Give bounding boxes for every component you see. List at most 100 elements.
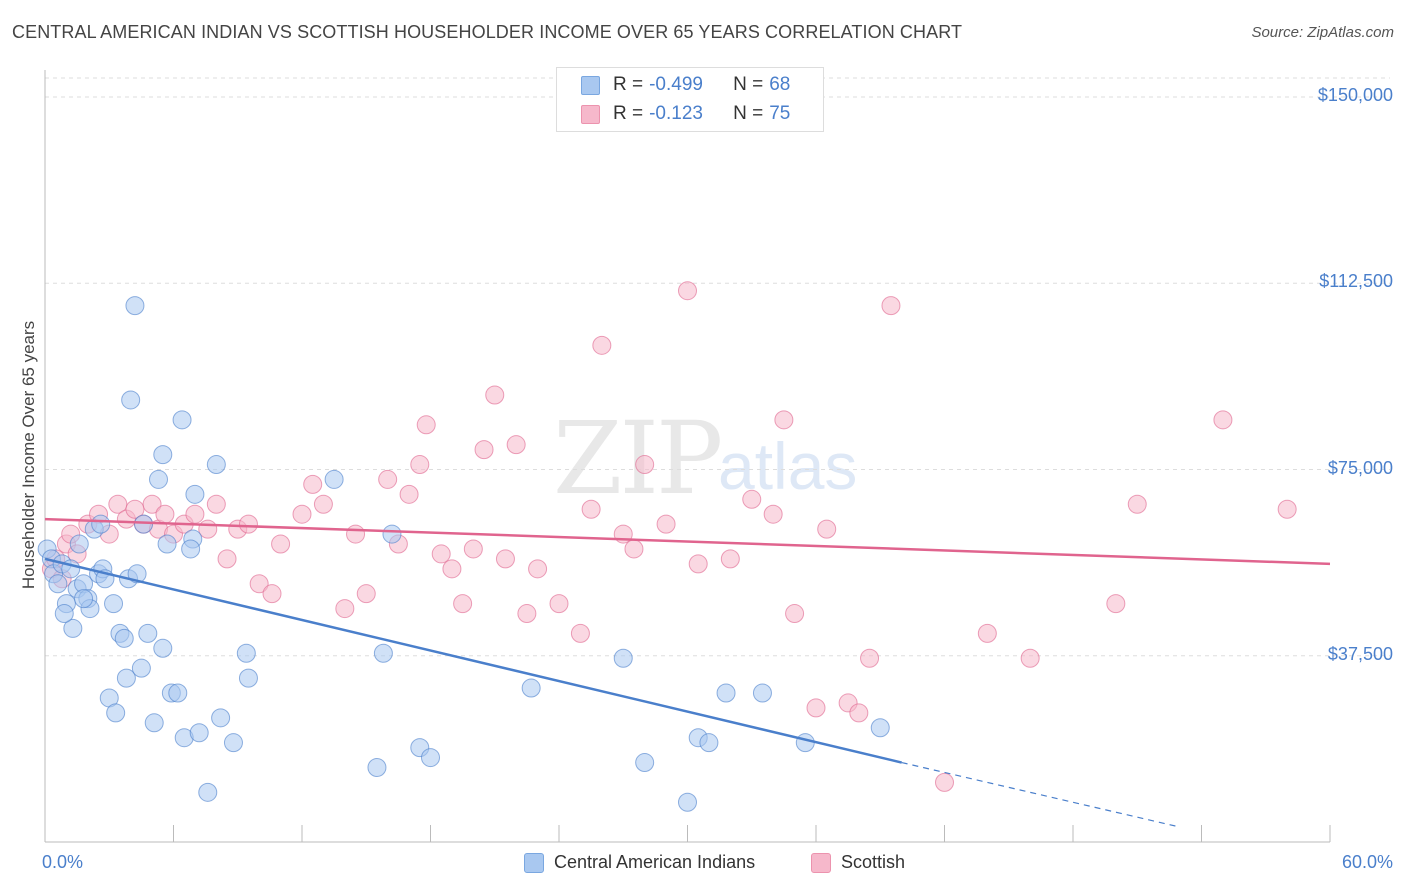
central-american-indian-point-49 bbox=[373, 643, 393, 663]
bottom-legend-item-2: Scottish bbox=[811, 852, 905, 873]
scottish-point-57 bbox=[688, 554, 708, 574]
central-american-indian-point-64 bbox=[54, 604, 74, 624]
central-american-indian-trend-line bbox=[44, 557, 902, 764]
scottish-point-75 bbox=[1277, 499, 1297, 519]
central-american-indian-point-27 bbox=[127, 564, 147, 584]
scottish-point-28 bbox=[303, 474, 323, 494]
central-american-indian-point-35 bbox=[168, 683, 188, 703]
central-american-indian-point-7 bbox=[63, 618, 83, 638]
scottish-point-53 bbox=[624, 539, 644, 559]
central-american-indian-point-28 bbox=[131, 658, 151, 678]
scottish-point-50 bbox=[581, 499, 601, 519]
scottish-point-43 bbox=[485, 385, 505, 405]
central-american-indian-point-63 bbox=[74, 589, 94, 609]
central-american-indian-point-20 bbox=[106, 703, 126, 723]
central-american-indian-point-33 bbox=[157, 534, 177, 554]
watermark-atlas: atlas bbox=[718, 429, 858, 503]
scottish-point-71 bbox=[1020, 648, 1040, 668]
correlation-legend: R = -0.499 N = 68 R = -0.123 N = 75 bbox=[556, 67, 824, 132]
scottish-point-35 bbox=[399, 484, 419, 504]
trend-lines bbox=[44, 517, 1331, 828]
legend-swatch-blue bbox=[581, 76, 600, 95]
central-american-indian-point-31 bbox=[149, 469, 169, 489]
central-american-indian-point-15 bbox=[91, 514, 111, 534]
scottish-point-40 bbox=[453, 594, 473, 614]
scottish-point-70 bbox=[977, 623, 997, 643]
scottish-point-32 bbox=[356, 584, 376, 604]
axes bbox=[44, 70, 1331, 843]
bottom-legend-label-2: Scottish bbox=[841, 852, 906, 872]
y-axis-label: Householder Income Over 65 years bbox=[19, 320, 38, 590]
scottish-point-31 bbox=[346, 524, 366, 544]
scottish-point-11 bbox=[125, 499, 145, 519]
scottish-point-9 bbox=[108, 494, 128, 514]
legend-r-value-1: -0.499 bbox=[649, 74, 703, 95]
central-american-indian-point-61 bbox=[795, 733, 815, 753]
bottom-legend-label-1: Central American Indians bbox=[554, 852, 756, 872]
central-american-indian-point-9 bbox=[69, 534, 89, 554]
legend-n-value-1: 68 bbox=[769, 74, 791, 95]
central-american-indian-point-55 bbox=[635, 753, 655, 773]
central-american-indian-point-36 bbox=[172, 410, 192, 430]
central-american-indian-points bbox=[37, 296, 890, 812]
scottish-point-13 bbox=[142, 494, 162, 514]
y-tick-label-3: $150,000 bbox=[1317, 85, 1393, 105]
scottish-point-67 bbox=[860, 648, 880, 668]
legend-r-value-2: -0.123 bbox=[649, 103, 703, 124]
chart-title: CENTRAL AMERICAN INDIAN VS SCOTTISH HOUS… bbox=[12, 22, 963, 42]
scottish-point-60 bbox=[763, 504, 783, 524]
bottom-legend-item-1: Central American Indians bbox=[524, 852, 755, 873]
y-tick-label-2: $112,500 bbox=[1319, 271, 1393, 292]
scottish-point-23 bbox=[238, 514, 258, 534]
central-american-indian-point-29 bbox=[134, 514, 154, 534]
scottish-point-74 bbox=[1213, 410, 1233, 430]
scottish-point-30 bbox=[335, 599, 355, 619]
central-american-indian-point-48 bbox=[367, 758, 387, 777]
legend-n-label-2: N = bbox=[733, 103, 764, 124]
scottish-point-46 bbox=[517, 604, 537, 624]
legend-n-value-2: 75 bbox=[769, 103, 791, 124]
scottish-point-68 bbox=[881, 296, 901, 316]
scottish-point-55 bbox=[656, 514, 676, 534]
central-american-indian-point-66 bbox=[138, 623, 158, 643]
scottish-point-41 bbox=[463, 539, 483, 559]
scottish-point-45 bbox=[506, 435, 526, 455]
scottish-point-36 bbox=[410, 455, 430, 475]
central-american-indian-point-52 bbox=[421, 748, 440, 768]
scottish-point-66 bbox=[849, 703, 869, 723]
central-american-indian-point-41 bbox=[198, 782, 218, 802]
central-american-indian-point-30 bbox=[144, 713, 164, 733]
central-american-indian-point-32 bbox=[153, 445, 173, 465]
central-american-indian-point-44 bbox=[223, 733, 243, 753]
scottish-point-64 bbox=[817, 519, 837, 539]
central-american-indian-point-22 bbox=[114, 628, 134, 648]
central-american-indian-trend-extension bbox=[901, 761, 1181, 828]
scottish-point-29 bbox=[313, 494, 333, 514]
scottish-point-33 bbox=[378, 469, 398, 489]
scottish-point-25 bbox=[262, 584, 282, 604]
central-american-indian-point-65 bbox=[153, 638, 173, 658]
legend-row-2: R = -0.123 N = 75 bbox=[613, 100, 790, 128]
central-american-indian-point-45 bbox=[236, 643, 256, 663]
scottish-point-24 bbox=[249, 574, 269, 594]
scottish-point-15 bbox=[155, 504, 175, 524]
grid-lines bbox=[45, 77, 1390, 657]
central-american-indian-point-25 bbox=[121, 390, 141, 410]
central-american-indian-point-23 bbox=[116, 668, 136, 688]
central-american-indian-point-59 bbox=[716, 683, 736, 703]
scottish-point-62 bbox=[785, 604, 805, 624]
scottish-point-38 bbox=[431, 544, 451, 564]
chart-source: Source: ZipAtlas.com bbox=[1251, 24, 1394, 41]
scottish-point-51 bbox=[592, 335, 612, 355]
scottish-point-56 bbox=[678, 281, 697, 301]
scottish-point-26 bbox=[271, 534, 291, 554]
y-tick-label-0: $37,500 bbox=[1327, 643, 1393, 664]
central-american-indian-point-39 bbox=[185, 484, 205, 504]
central-american-indian-point-40 bbox=[189, 723, 209, 743]
bottom-legend-swatch-blue bbox=[524, 852, 544, 873]
x-tick-label-max: 60.0% bbox=[1341, 852, 1393, 872]
scottish-point-58 bbox=[720, 549, 740, 569]
y-tick-label-1: $75,000 bbox=[1327, 457, 1393, 478]
scottish-point-37 bbox=[416, 415, 436, 435]
